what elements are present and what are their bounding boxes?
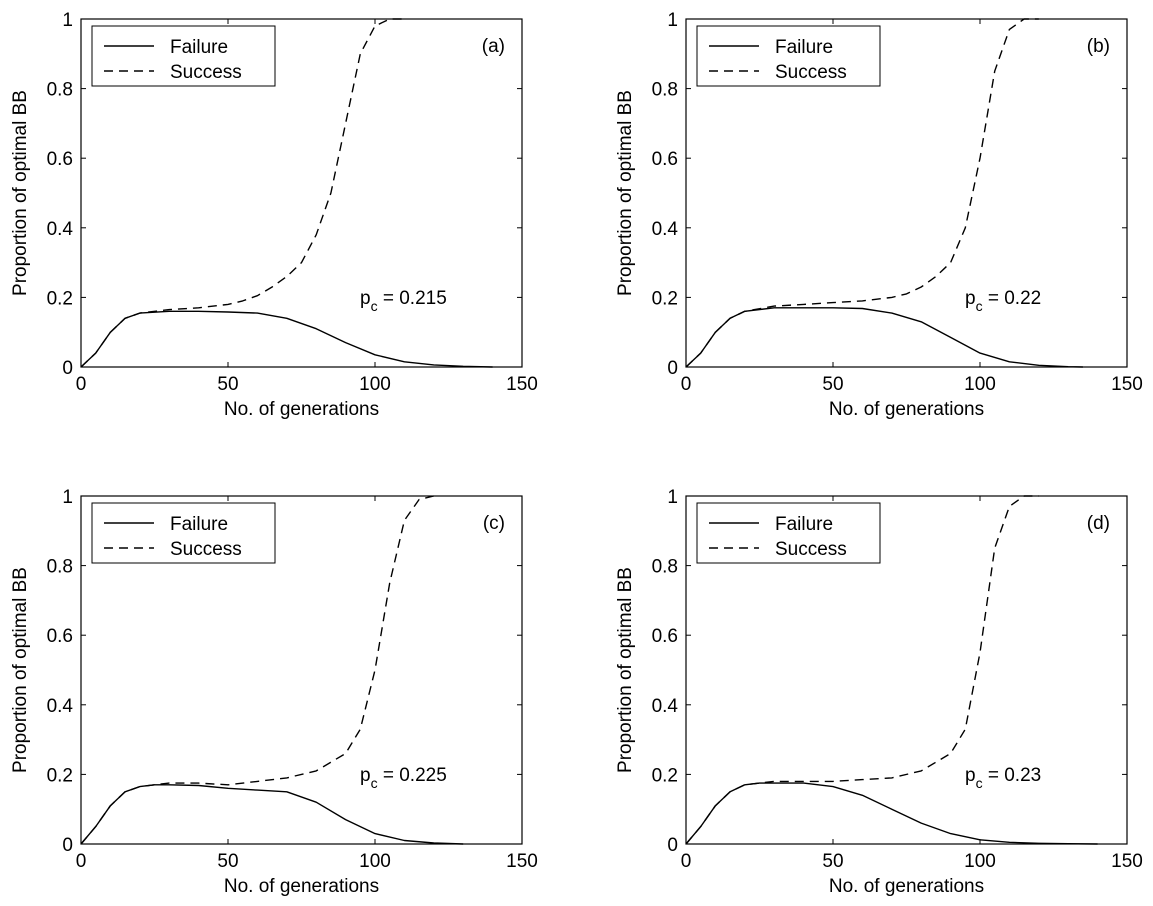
y-tick-label: 0.2 xyxy=(652,288,678,309)
y-tick-label: 0.6 xyxy=(652,149,678,170)
x-tick-label: 50 xyxy=(217,374,238,395)
pc-base: p xyxy=(360,288,371,309)
panel-b: 0 50 100 150 0 0.2 0.4 0.6 0.8 1 No. of generation… xyxy=(615,10,1143,420)
pc-value: = 0.225 xyxy=(378,765,447,786)
series-line-failure xyxy=(80,784,464,845)
x-tick-label: 100 xyxy=(964,851,996,872)
series-line-success xyxy=(80,18,405,368)
plot-frame xyxy=(80,18,523,368)
series-line-failure xyxy=(685,782,1098,845)
x-tick-label: 0 xyxy=(681,851,692,872)
x-axis-label: No. of generations xyxy=(829,399,984,420)
series-line-success xyxy=(685,495,1039,845)
legend-label: Success xyxy=(775,539,847,560)
x-axis-label: No. of generations xyxy=(829,876,984,897)
pc-subscript: c xyxy=(976,298,983,314)
pc-base: p xyxy=(360,765,371,786)
x-tick-label: 150 xyxy=(506,374,538,395)
y-tick-label: 1 xyxy=(62,487,73,508)
y-tick-label: 0 xyxy=(667,835,678,856)
x-tick-label: 100 xyxy=(359,851,391,872)
plot-frame xyxy=(685,18,1128,368)
y-tick-label: 0.8 xyxy=(47,557,73,578)
panel-d: 0 50 100 150 0 0.2 0.4 0.6 0.8 1 No. of generation… xyxy=(615,487,1143,897)
x-tick-label: 0 xyxy=(76,851,87,872)
x-tick-label: 150 xyxy=(1111,374,1143,395)
y-axis-label: Proportion of optimal BB xyxy=(10,567,31,773)
y-tick-label: 1 xyxy=(667,10,678,31)
y-tick-label: 0.8 xyxy=(47,80,73,101)
pc-annotation: pc = 0.215 xyxy=(360,288,447,314)
legend-label: Failure xyxy=(170,514,228,535)
legend-label: Success xyxy=(775,62,847,83)
y-tick-label: 0 xyxy=(667,358,678,379)
legend-label: Success xyxy=(170,62,242,83)
legend-box xyxy=(91,25,276,87)
legend-label: Failure xyxy=(775,514,833,535)
panel-a: 0 50 100 150 0 0.2 0.4 0.6 0.8 1 No. of generation… xyxy=(10,10,538,420)
panel-label: (a) xyxy=(482,36,505,57)
legend-box xyxy=(696,25,881,87)
y-tick-label: 1 xyxy=(62,10,73,31)
pc-value: = 0.22 xyxy=(983,288,1042,309)
x-axis-label: No. of generations xyxy=(224,399,379,420)
x-tick-label: 50 xyxy=(217,851,238,872)
y-tick-label: 0.2 xyxy=(47,288,73,309)
x-tick-label: 50 xyxy=(822,374,843,395)
y-tick-label: 0.4 xyxy=(47,696,74,717)
panel-c: 0 50 100 150 0 0.2 0.4 0.6 0.8 1 No. of generation… xyxy=(10,487,538,897)
x-axis-label: No. of generations xyxy=(224,876,379,897)
y-axis-label: Proportion of optimal BB xyxy=(10,90,31,296)
y-tick-label: 0 xyxy=(62,835,73,856)
y-tick-label: 0.8 xyxy=(652,80,678,101)
x-tick-label: 150 xyxy=(506,851,538,872)
series-line-success xyxy=(80,495,434,845)
y-tick-label: 0.2 xyxy=(47,765,73,786)
y-axis-label: Proportion of optimal BB xyxy=(615,90,636,296)
y-tick-label: 0.6 xyxy=(652,626,678,647)
plot-frame xyxy=(685,495,1128,845)
pc-annotation: pc = 0.225 xyxy=(360,765,447,791)
y-tick-label: 0.2 xyxy=(652,765,678,786)
panel-label: (d) xyxy=(1087,513,1110,534)
y-tick-label: 0.4 xyxy=(47,219,74,240)
x-tick-label: 100 xyxy=(359,374,391,395)
pc-base: p xyxy=(965,288,976,309)
y-tick-label: 0.6 xyxy=(47,626,73,647)
series-line-success xyxy=(685,18,1039,368)
y-tick-label: 0.4 xyxy=(652,219,679,240)
series-line-failure xyxy=(685,307,1083,368)
pc-base: p xyxy=(965,765,976,786)
pc-annotation: pc = 0.22 xyxy=(965,288,1041,314)
y-tick-label: 1 xyxy=(667,487,678,508)
y-tick-label: 0.8 xyxy=(652,557,678,578)
x-tick-label: 0 xyxy=(76,374,87,395)
legend-box xyxy=(91,502,276,564)
legend-label: Failure xyxy=(775,37,833,58)
legend-label: Success xyxy=(170,539,242,560)
x-tick-label: 100 xyxy=(964,374,996,395)
pc-subscript: c xyxy=(371,775,378,791)
y-tick-label: 0 xyxy=(62,358,73,379)
panel-label: (b) xyxy=(1087,36,1110,57)
plot-frame xyxy=(80,495,523,845)
y-tick-label: 0.4 xyxy=(652,696,679,717)
pc-value: = 0.23 xyxy=(983,765,1042,786)
pc-subscript: c xyxy=(976,775,983,791)
pc-value: = 0.215 xyxy=(378,288,447,309)
panel-label: (c) xyxy=(483,513,505,534)
x-tick-label: 150 xyxy=(1111,851,1143,872)
y-tick-label: 0.6 xyxy=(47,149,73,170)
pc-annotation: pc = 0.23 xyxy=(965,765,1041,791)
pc-subscript: c xyxy=(371,298,378,314)
x-tick-label: 0 xyxy=(681,374,692,395)
legend-box xyxy=(696,502,881,564)
x-tick-label: 50 xyxy=(822,851,843,872)
legend-label: Failure xyxy=(170,37,228,58)
series-line-failure xyxy=(80,310,493,368)
y-axis-label: Proportion of optimal BB xyxy=(615,567,636,773)
